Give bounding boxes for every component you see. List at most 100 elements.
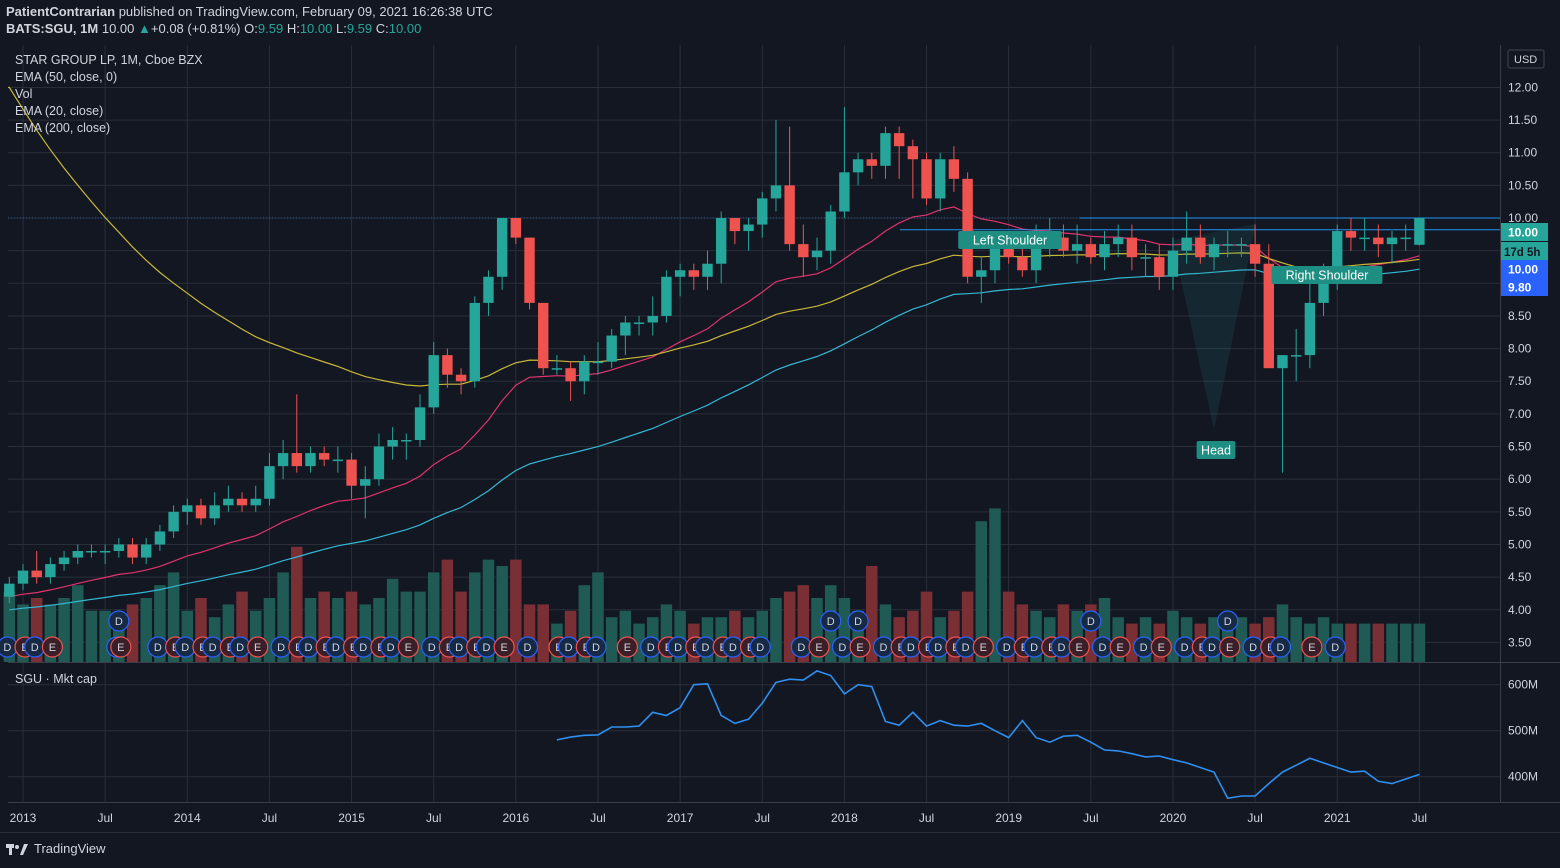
- candle-body: [223, 498, 234, 506]
- time-tick-label: Jul: [97, 811, 112, 825]
- event-marker-label: D: [1057, 642, 1065, 654]
- volume-bar: [1030, 610, 1042, 662]
- event-marker-label: D: [482, 642, 490, 654]
- candle-body: [1140, 257, 1151, 259]
- dividend-marker: [108, 610, 130, 632]
- volume-bar: [496, 566, 508, 662]
- volume-bar: [44, 604, 57, 662]
- candle-body: [318, 453, 330, 460]
- mktcap-tick-label: 600M: [1508, 678, 1538, 692]
- candle-body: [428, 355, 439, 408]
- event-marker-label: D: [115, 616, 123, 628]
- volume-bar: [783, 591, 796, 662]
- volume-bar: [510, 559, 522, 662]
- volume-bar: [1057, 604, 1070, 662]
- candle-body: [729, 218, 741, 232]
- earnings-marker: [41, 636, 63, 658]
- candle-body: [866, 159, 877, 166]
- volume-bar: [866, 566, 878, 662]
- legend-ema200[interactable]: EMA (200, close): [15, 121, 111, 135]
- dividend-marker: [1324, 636, 1346, 658]
- candle-body: [606, 335, 617, 362]
- volume-bar: [852, 610, 864, 662]
- candle-body: [784, 185, 795, 245]
- volume-bar: [30, 598, 43, 662]
- publisher-name[interactable]: PatientContrarian: [6, 4, 116, 19]
- legend-ema50[interactable]: EMA (50, close, 0): [15, 70, 118, 84]
- dividend-marker: [1080, 610, 1102, 632]
- candle-body: [195, 505, 207, 519]
- candle-body: [72, 551, 83, 558]
- volume-bar: [222, 604, 235, 662]
- mktcap-line: [556, 670, 1420, 800]
- event-marker-label: E: [500, 642, 507, 654]
- event-marker-label: D: [1003, 642, 1011, 654]
- candle-body: [496, 218, 508, 277]
- time-tick-label: Jul: [426, 811, 441, 825]
- volume-bar: [948, 610, 960, 662]
- candle-body: [209, 505, 220, 519]
- event-marker-label: D: [962, 642, 970, 654]
- candle-body: [524, 237, 535, 303]
- candle-body: [127, 544, 138, 558]
- low-value: 9.59: [346, 21, 373, 36]
- volume-bar: [1413, 623, 1426, 662]
- volume-bar: [1167, 610, 1179, 662]
- symbol-label[interactable]: BATS:SGU, 1M: [6, 21, 99, 36]
- volume-bar: [17, 604, 29, 662]
- legend-vol[interactable]: Vol: [15, 87, 33, 101]
- volume-bar: [660, 604, 673, 662]
- event-markers[interactable]: DEDEDEDEDEDEDEDEDEDEDEDEDEDEDEDEDEDEDEDE…: [0, 610, 1346, 658]
- event-marker-label: D: [277, 642, 285, 654]
- volume-bar: [154, 585, 166, 662]
- volume-bar: [414, 591, 426, 662]
- candle-body: [1386, 237, 1398, 245]
- price-tick-label: 7.50: [1508, 374, 1532, 388]
- candle-body: [360, 479, 371, 486]
- candles[interactable]: [4, 107, 1425, 604]
- event-marker-label: D: [154, 642, 162, 654]
- time-tick-label: Jul: [919, 811, 934, 825]
- volume-bar: [1276, 604, 1289, 662]
- event-marker-label: D: [1099, 642, 1107, 654]
- legend-ema20[interactable]: EMA (20, close): [15, 104, 104, 118]
- open-label: O:: [244, 21, 258, 36]
- event-marker-label: D: [934, 642, 942, 654]
- price-tick-label: 10.50: [1508, 178, 1538, 192]
- tradingview-brand[interactable]: TradingView: [6, 841, 106, 856]
- candle-body: [907, 146, 919, 160]
- volume-bar: [1358, 623, 1371, 662]
- volume-bar: [277, 572, 289, 662]
- volume-bar: [1016, 604, 1029, 662]
- candle-body: [236, 498, 248, 506]
- volume-bar: [633, 623, 645, 662]
- event-marker-label: D: [209, 642, 217, 654]
- event-marker-label: D: [907, 642, 915, 654]
- candle-body: [811, 250, 823, 258]
- candle-body: [757, 198, 768, 225]
- volume-bar: [482, 559, 495, 662]
- event-marker-label: D: [1030, 642, 1038, 654]
- dividend-marker: [1217, 610, 1239, 632]
- candle-body: [688, 270, 700, 277]
- price-tag-last: 10.00: [1508, 226, 1538, 240]
- time-tick-label: Jul: [262, 811, 277, 825]
- price-tag-neckline: 10.00: [1508, 263, 1538, 277]
- volume-bar: [236, 591, 248, 662]
- candle-body: [579, 361, 590, 382]
- volume-bar: [263, 598, 276, 662]
- volume-bar: [907, 610, 919, 662]
- earnings-marker: [849, 636, 871, 658]
- volume-bar: [605, 617, 618, 662]
- earnings-marker: [1109, 636, 1131, 658]
- candle-body: [1126, 237, 1138, 258]
- candle-body: [1208, 244, 1220, 258]
- volume-bar: [797, 585, 810, 662]
- earnings-marker: [247, 636, 269, 658]
- price-tick-label: 10.00: [1508, 211, 1538, 225]
- time-tick-label: 2020: [1160, 811, 1187, 825]
- volume-bar: [1126, 623, 1138, 662]
- event-marker-label: D: [1249, 642, 1257, 654]
- event-marker-label: D: [1208, 642, 1216, 654]
